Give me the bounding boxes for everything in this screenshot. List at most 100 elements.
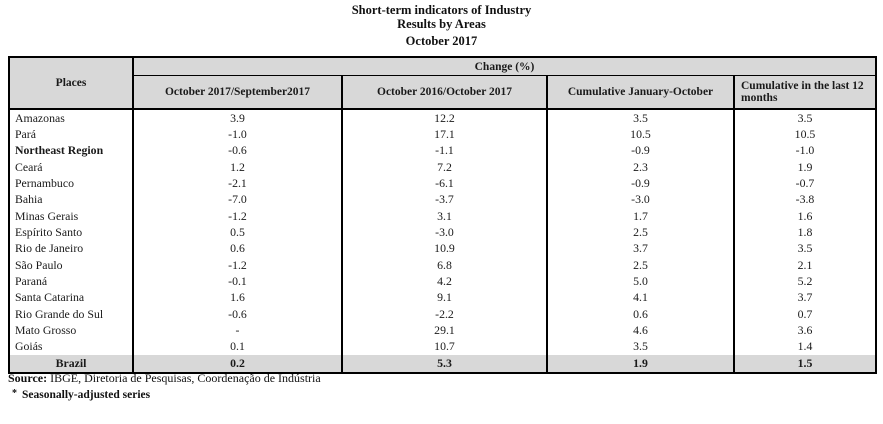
value-cell: 3.1 xyxy=(341,208,547,225)
value-cell: 2.5 xyxy=(546,224,734,241)
value-cell: 29.1 xyxy=(341,322,547,339)
value-cell: 1.7 xyxy=(546,208,734,225)
value-cell: 10.5 xyxy=(733,126,876,143)
table-row: Minas Gerais -1.2 3.1 1.7 1.6 xyxy=(9,208,876,225)
place-label: Pará xyxy=(15,127,36,142)
place-label: Santa Catarina xyxy=(15,290,85,305)
value-cell: 3.5 xyxy=(546,338,734,356)
place-label: Northeast Region xyxy=(15,143,104,158)
column-header-cumulative-12m: Cumulative in the last 12 months xyxy=(733,75,876,110)
table-row: Santa Catarina 1.6 9.1 4.1 3.7 xyxy=(9,289,876,307)
value-cell: -3.7 xyxy=(341,191,547,209)
value-cell: -0.9 xyxy=(546,142,734,160)
value-cell: -0.1 xyxy=(132,273,342,290)
value-cell: 5.2 xyxy=(733,273,876,290)
column-header-cumulative-ytd: Cumulative January-October xyxy=(546,75,734,110)
place-label: Rio de Janeiro xyxy=(15,241,84,256)
value-cell: 4.6 xyxy=(546,322,734,339)
value-cell: -2.1 xyxy=(132,175,342,192)
group-header-change: Change (%) xyxy=(132,57,876,76)
value-cell: 0.5 xyxy=(132,224,342,241)
table-row: Ceará 1.2 7.2 2.3 1.9 xyxy=(9,159,876,176)
value-cell: -7.0 xyxy=(132,191,342,209)
value-cell: 10.7 xyxy=(341,338,547,356)
value-cell: 1.6 xyxy=(733,208,876,225)
table-row: Mato Grosso -29.1 4.6 3.6 xyxy=(9,322,876,339)
value-cell: 10.9 xyxy=(341,240,547,258)
value-cell: 3.9 xyxy=(132,109,342,127)
place-label: Rio Grande do Sul xyxy=(15,306,104,321)
place-label: São Paulo xyxy=(15,257,63,272)
table-row: Espírito Santo 0.5 -3.0 2.5 1.8 xyxy=(9,224,876,241)
footnote-marker: * xyxy=(12,388,17,399)
value-cell: 10.5 xyxy=(546,126,734,143)
table-row: Rio Grande do Sul -0.6 -2.2 0.6 0.7 xyxy=(9,306,876,323)
value-cell: 0.6 xyxy=(546,306,734,323)
value-cell: - xyxy=(132,322,342,339)
place-label: Pernambuco xyxy=(15,176,74,191)
value-cell: 7.2 xyxy=(341,159,547,176)
value-cell: 3.5 xyxy=(733,240,876,258)
value-cell: 1.6 xyxy=(132,289,342,307)
value-cell: 1.5 xyxy=(733,355,876,373)
column-header-mom: October 2017/September2017 xyxy=(132,75,342,110)
place-label: Espírito Santo xyxy=(15,225,83,240)
value-cell: 17.1 xyxy=(341,126,547,143)
place-label: Goiás xyxy=(15,339,43,354)
value-cell: 1.9 xyxy=(546,355,734,373)
value-cell: 1.8 xyxy=(733,224,876,241)
page-title: Short-term indicators of Industry xyxy=(351,3,532,17)
place-label: Bahia xyxy=(15,192,43,207)
table-row: Northeast Region -0.6 -1.1 -0.9 -1.0 xyxy=(9,142,876,160)
value-cell: 9.1 xyxy=(341,289,547,307)
value-cell: -0.6 xyxy=(132,142,342,160)
table-row: Amazonas 3.9 12.2 3.5 3.5 xyxy=(9,109,876,127)
value-cell: -1.0 xyxy=(733,142,876,160)
table-row: Bahia -7.0 -3.7 -3.0 -3.8 xyxy=(9,191,876,209)
table-row: Goiás 0.1 10.7 3.5 1.4 xyxy=(9,338,876,356)
table-row: Rio de Janeiro 0.6 10.9 3.7 3.5 xyxy=(9,240,876,258)
column-header-yoy: October 2016/October 2017 xyxy=(341,75,547,110)
place-label: Minas Gerais xyxy=(15,208,79,223)
value-cell: -3.0 xyxy=(546,191,734,209)
value-cell: -3.8 xyxy=(733,191,876,209)
value-cell: 4.1 xyxy=(546,289,734,307)
value-cell: -2.2 xyxy=(341,306,547,323)
table-header: Places Change (%) October 2017/September… xyxy=(9,57,876,110)
source-line: Source: IBGE, Diretoria de Pesquisas, Co… xyxy=(8,371,321,386)
value-cell: 0.1 xyxy=(132,338,342,356)
source-label: Source: xyxy=(8,371,48,385)
value-cell: -0.6 xyxy=(132,306,342,323)
value-cell: -0.7 xyxy=(733,175,876,192)
indicators-table: Places Change (%) October 2017/September… xyxy=(8,56,877,374)
table-row: São Paulo -1.2 6.8 2.5 2.1 xyxy=(9,257,876,274)
place-label: Brazil xyxy=(9,355,133,373)
footnote: * Seasonally-adjusted series xyxy=(12,388,150,401)
table-body: Amazonas 3.9 12.2 3.5 3.5 Pará -1.0 17.1 10.5 10.… xyxy=(9,109,876,373)
value-cell: 3.7 xyxy=(546,240,734,258)
value-cell: 2.3 xyxy=(546,159,734,176)
value-cell: 1.2 xyxy=(132,159,342,176)
table-row: Pernambuco -2.1 -6.1 -0.9 -0.7 xyxy=(9,175,876,192)
place-label: Mato Grosso xyxy=(15,323,77,338)
source-text: IBGE, Diretoria de Pesquisas, Coordenaçã… xyxy=(50,371,321,385)
table-row: Pará -1.0 17.1 10.5 10.5 xyxy=(9,126,876,143)
value-cell: -1.1 xyxy=(341,142,547,160)
value-cell: 0.6 xyxy=(132,240,342,258)
value-cell: -1.0 xyxy=(132,126,342,143)
value-cell: -3.0 xyxy=(341,224,547,241)
value-cell: -6.1 xyxy=(341,175,547,192)
sub-header-row: October 2017/September2017 October 2016/… xyxy=(9,75,876,110)
value-cell: 4.2 xyxy=(341,273,547,290)
table-total-row: Brazil 0.2 5.3 1.9 1.5 xyxy=(9,355,876,373)
value-cell: 2.1 xyxy=(733,257,876,274)
value-cell: 12.2 xyxy=(341,109,547,127)
value-cell: -0.9 xyxy=(546,175,734,192)
value-cell: 0.2 xyxy=(132,355,342,373)
place-label: Amazonas xyxy=(15,110,65,125)
place-label: Paraná xyxy=(15,274,48,289)
value-cell: 0.7 xyxy=(733,306,876,323)
place-label: Ceará xyxy=(15,159,43,174)
value-cell: 1.4 xyxy=(733,338,876,356)
value-cell: 3.7 xyxy=(733,289,876,307)
